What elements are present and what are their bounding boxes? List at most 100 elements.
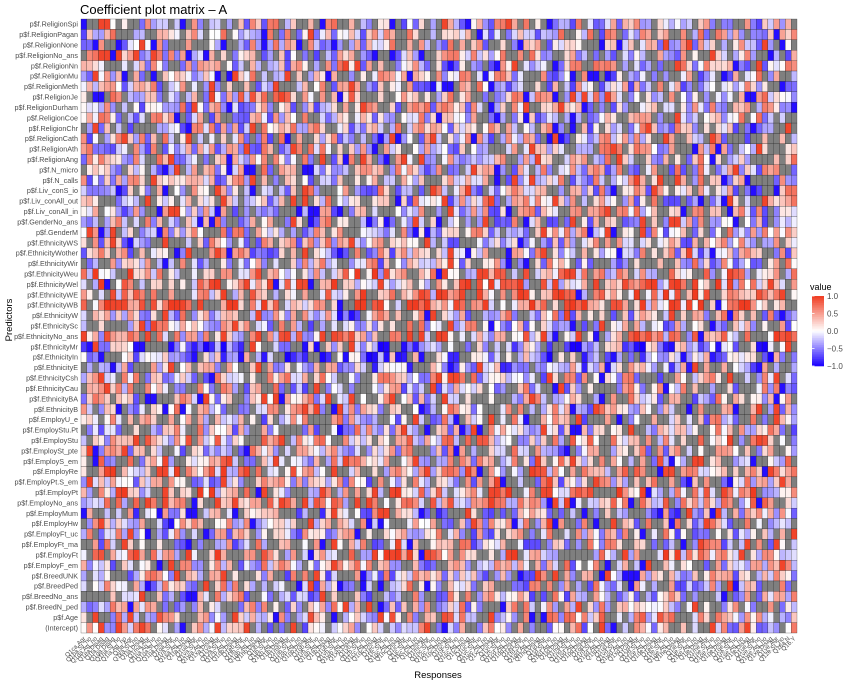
heatmap-cell xyxy=(470,247,477,259)
heatmap-cell xyxy=(488,237,495,249)
heatmap-cell xyxy=(756,227,763,238)
heatmap-cell xyxy=(488,154,495,165)
heatmap-cell xyxy=(401,237,408,249)
heatmap-cell xyxy=(278,91,285,103)
heatmap-cell xyxy=(639,247,646,259)
heatmap-cell xyxy=(290,91,297,103)
heatmap-cell xyxy=(284,206,291,217)
heatmap-cell xyxy=(232,206,239,217)
heatmap-cell xyxy=(377,112,384,124)
heatmap-cell xyxy=(325,424,332,436)
heatmap-cell xyxy=(109,39,117,51)
heatmap-cell xyxy=(418,185,425,197)
heatmap-cell xyxy=(447,299,454,311)
heatmap-cell xyxy=(697,81,704,92)
heatmap-cell xyxy=(406,414,413,425)
heatmap-cell xyxy=(668,393,675,405)
heatmap-cell xyxy=(482,227,489,238)
heatmap-cell xyxy=(360,351,367,363)
heatmap-cell xyxy=(639,331,646,342)
heatmap-cell xyxy=(133,393,140,405)
heatmap-cell xyxy=(80,435,87,446)
heatmap-cell xyxy=(791,164,798,176)
heatmap-cell xyxy=(366,39,373,51)
heatmap-cell xyxy=(505,279,512,290)
heatmap-cell xyxy=(203,112,210,124)
heatmap-cell xyxy=(272,50,280,61)
heatmap-cell xyxy=(296,299,303,311)
heatmap-cell xyxy=(115,310,122,321)
heatmap-cell xyxy=(517,18,524,30)
heatmap-cell xyxy=(465,258,472,269)
heatmap-cell xyxy=(482,206,489,217)
heatmap-cell xyxy=(773,424,780,436)
heatmap-cell xyxy=(447,279,454,290)
heatmap-cell xyxy=(284,154,291,165)
heatmap-cell xyxy=(371,185,379,197)
heatmap-cell xyxy=(598,351,606,363)
heatmap-cell xyxy=(505,39,512,51)
heatmap-cell xyxy=(686,414,693,425)
heatmap-cell xyxy=(791,112,798,124)
heatmap-cell xyxy=(744,320,751,332)
heatmap-cell xyxy=(371,216,379,228)
heatmap-cell xyxy=(604,133,611,145)
heatmap-cell xyxy=(185,372,192,384)
heatmap-cell xyxy=(377,299,384,311)
heatmap-cell xyxy=(494,206,501,217)
heatmap-cell xyxy=(232,362,239,373)
heatmap-cell xyxy=(150,258,157,269)
heatmap-cell xyxy=(761,185,769,197)
heatmap-cell xyxy=(238,279,245,290)
heatmap-cell xyxy=(115,237,122,249)
heatmap-cell xyxy=(465,39,472,51)
heatmap-cell xyxy=(604,341,611,353)
heatmap-cell xyxy=(284,185,291,197)
heatmap-cell xyxy=(657,122,664,134)
heatmap-cell xyxy=(144,102,151,113)
heatmap-cell xyxy=(133,279,140,290)
heatmap-cell xyxy=(261,351,268,363)
heatmap-cell xyxy=(412,39,419,51)
heatmap-cell xyxy=(220,185,227,197)
heatmap-cell xyxy=(791,351,798,363)
heatmap-cell xyxy=(337,351,344,363)
heatmap-cell xyxy=(156,102,163,113)
heatmap-cell xyxy=(307,393,314,405)
heatmap-cell xyxy=(447,362,454,373)
heatmap-cell xyxy=(232,299,239,311)
heatmap-cell xyxy=(598,393,606,405)
heatmap-cell xyxy=(371,310,379,321)
heatmap-cell xyxy=(109,122,117,134)
heatmap-cell xyxy=(197,258,204,269)
heatmap-cell xyxy=(278,60,285,72)
heatmap-cell xyxy=(127,393,134,405)
heatmap-cell xyxy=(546,122,553,134)
heatmap-cell xyxy=(785,403,792,415)
heatmap-cell xyxy=(499,18,507,30)
heatmap-cell xyxy=(307,185,314,197)
heatmap-cell xyxy=(156,227,163,238)
heatmap-cell xyxy=(92,174,99,186)
heatmap-cell xyxy=(255,18,262,30)
heatmap-cell xyxy=(354,112,361,124)
heatmap-cell xyxy=(639,29,646,40)
heatmap-cell xyxy=(203,331,210,342)
heatmap-cell xyxy=(261,112,268,124)
heatmap-cell xyxy=(191,70,198,82)
heatmap-cell xyxy=(296,268,303,280)
heatmap-cell xyxy=(668,133,675,145)
heatmap-cell xyxy=(296,258,303,269)
heatmap-cell xyxy=(249,154,256,165)
heatmap-cell xyxy=(430,320,437,332)
heatmap-cell xyxy=(709,227,716,238)
heatmap-cell xyxy=(307,60,314,72)
heatmap-cell xyxy=(406,383,413,394)
heatmap-cell xyxy=(773,362,780,373)
heatmap-cell xyxy=(727,237,734,249)
heatmap-cell xyxy=(191,216,198,228)
heatmap-cell xyxy=(529,372,536,384)
heatmap-cell xyxy=(296,195,303,207)
heatmap-cell xyxy=(738,143,745,155)
heatmap-cell xyxy=(750,122,757,134)
